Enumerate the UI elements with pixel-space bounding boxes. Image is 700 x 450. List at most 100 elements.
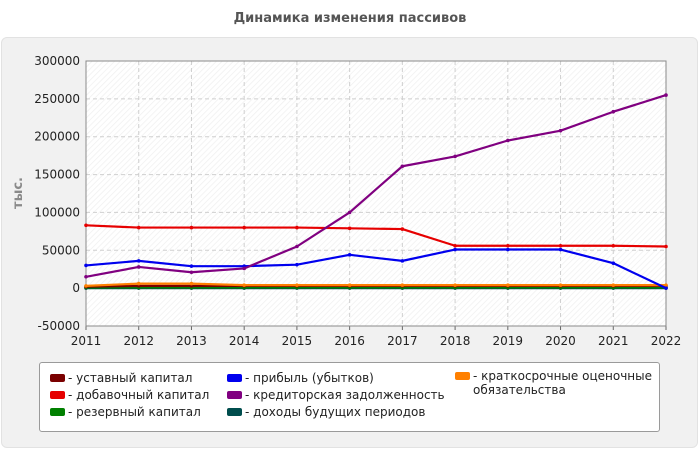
data-point [295,225,299,230]
data-point [400,227,405,231]
data-point [136,281,141,286]
data-point [506,247,510,252]
x-tick-label: 2021 [598,334,629,348]
data-point [453,243,457,248]
data-point [136,225,141,230]
data-point [400,259,405,263]
data-point [400,164,405,169]
legend-label: - уставный капитал [68,371,193,385]
data-point [558,128,563,133]
x-tick-label: 2014 [229,334,260,348]
data-point [453,154,457,159]
data-point [189,270,194,275]
legend-item: - краткосрочные оценочные обязательства [455,369,655,397]
y-tick-label: 50000 [42,243,80,257]
y-tick-label: 0 [72,281,80,295]
data-point [295,283,299,287]
data-point [611,243,616,248]
x-tick-label: 2018 [440,334,471,348]
data-point [136,265,141,269]
data-point [189,225,194,230]
x-tick-label: 2019 [493,334,524,348]
data-point [295,244,299,249]
data-point [347,210,352,215]
series-line [85,248,667,290]
data-point [558,247,563,252]
chart-title: Динамика изменения пассивов [233,11,467,26]
data-point [347,253,352,257]
x-tick-label: 2017 [387,334,418,348]
data-point [347,226,352,231]
plot-border [85,60,667,327]
data-point [136,259,141,263]
legend-label: - кредиторская задолженность [245,388,445,402]
data-point [453,283,457,287]
x-tick-label: 2011 [71,334,102,348]
data-point [506,283,510,287]
data-point [400,283,405,287]
y-tick-label: 200000 [34,130,80,144]
legend-swatch [50,408,65,416]
data-point [242,266,246,271]
series-lines [84,93,668,290]
series-line [85,224,667,248]
tick-labels: -50000 0 50000 100000 150000 200000 250000 3000… [34,54,681,348]
data-point [558,243,563,248]
legend-item: - уставный капитал [50,371,192,385]
y-tick-label: 100000 [34,205,80,219]
legend-swatch [227,408,242,416]
legend-item: - кредиторская задолженность [227,388,445,402]
data-point [347,283,352,287]
legend-label: - доходы будущих периодов [245,405,426,419]
x-tick-label: 2020 [545,334,576,348]
y-axis-label: тыс. [11,177,26,209]
data-point [664,93,668,97]
data-point [189,281,194,286]
legend-item: - доходы будущих периодов [227,405,425,419]
data-point [558,283,563,287]
data-point [664,244,668,249]
legend-swatch [455,372,470,380]
y-tick-label: 150000 [34,168,80,182]
legend-label: - добавочный капитал [68,388,210,402]
plot-area-hatch [86,61,666,326]
legend-item: - резервный капитал [50,405,201,419]
x-tick-label: 2016 [334,334,365,348]
y-tick-label: 250000 [34,92,80,106]
data-point [611,283,616,287]
data-point [664,286,668,290]
data-point [295,262,299,267]
data-point [453,247,457,252]
legend-swatch [227,374,242,382]
y-tick-label: -50000 [37,319,80,333]
data-point [242,283,246,287]
data-point [84,223,88,228]
data-point [664,283,668,287]
x-tick-label: 2022 [651,334,682,348]
legend-label: - краткосрочные оценочные обязательства [473,369,652,397]
x-tick-label: 2015 [282,334,313,348]
legend: - уставный капитал - добавочный капитал - … [39,362,660,432]
legend-item: - добавочный капитал [50,388,209,402]
data-point [242,225,246,230]
legend-swatch [227,391,242,399]
x-tick-label: 2013 [176,334,207,348]
data-point [611,109,616,114]
legend-item: - прибыль (убытков) [227,371,374,385]
data-point [84,284,88,288]
legend-label: - резервный капитал [68,405,201,419]
data-point [506,243,510,248]
data-point [84,274,88,279]
y-tick-label: 300000 [34,54,80,68]
legend-label: - прибыль (убытков) [245,371,374,385]
data-point [189,264,194,268]
series-line [85,282,666,287]
series-line [85,94,667,278]
data-point [84,263,88,268]
x-tick-label: 2012 [123,334,154,348]
data-point [506,138,510,143]
legend-swatch [50,391,65,399]
data-point [611,261,616,265]
legend-swatch [50,374,65,382]
